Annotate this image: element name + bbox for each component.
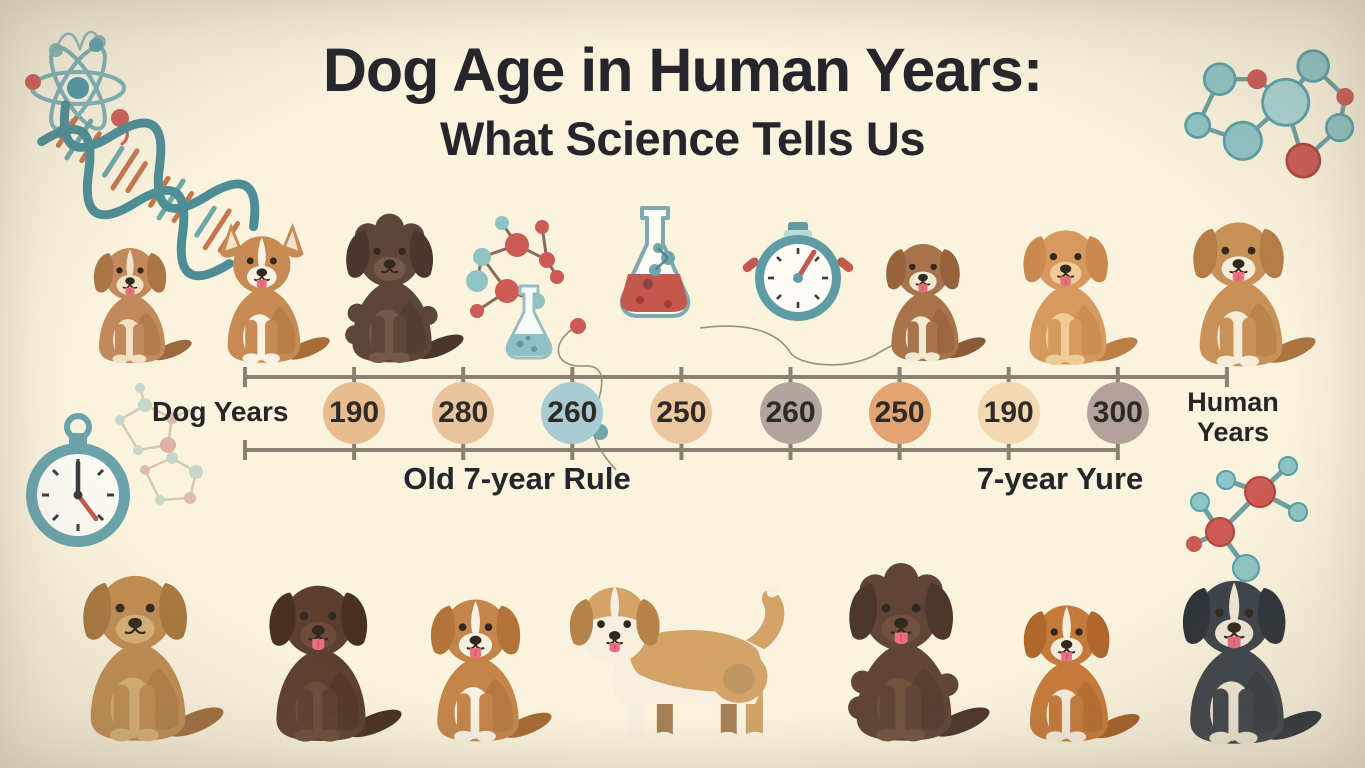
- tick-mark: [788, 440, 793, 460]
- tick-mark: [352, 367, 357, 387]
- tick-mark: [352, 440, 357, 460]
- tick-mark: [243, 367, 247, 387]
- tick-mark: [897, 440, 902, 460]
- tick-mark: [1115, 440, 1120, 460]
- jack-russell-illustration: [1023, 605, 1140, 743]
- tick-mark: [1006, 367, 1011, 387]
- small-flask-icon: [505, 284, 553, 360]
- dna-helix-icon: [37, 100, 260, 281]
- erlenmeyer-flask-icon: [619, 206, 691, 318]
- timeline-value-circle: 250: [650, 382, 713, 444]
- tick-mark: [1006, 440, 1011, 460]
- tick-mark: [570, 440, 575, 460]
- title-block: Dog Age in Human Years: What Science Tel…: [0, 40, 1365, 166]
- old-rule-label: Old 7-year Rule: [403, 461, 631, 496]
- golden-dog-illustration: [1193, 222, 1316, 367]
- corgi-puppy-illustration: [220, 223, 330, 364]
- molecule-network-icon: [1184, 49, 1355, 179]
- human-years-label: Human Years: [1187, 387, 1279, 447]
- dog-years-label: Dog Years: [152, 396, 289, 427]
- timeline-value-circle: 190: [323, 382, 386, 444]
- timeline-value-circle: 280: [432, 382, 495, 444]
- dark-shaggy-dog-illustration: [848, 562, 990, 742]
- timeline-value-circle: 260: [541, 382, 604, 444]
- standing-tan-white-dog-illustration: [569, 585, 785, 743]
- tick-mark: [897, 367, 902, 387]
- molecule-icon: [466, 216, 564, 318]
- timeline-value-circle: 300: [1086, 382, 1149, 444]
- border-collie-illustration: [1182, 580, 1322, 745]
- molecule-3d-icon: [1186, 456, 1308, 582]
- chocolate-labrador-illustration: [269, 585, 402, 742]
- tick-mark: [243, 440, 247, 460]
- tick-mark: [461, 367, 466, 387]
- faint-molecule-icon: [115, 383, 203, 505]
- stopwatch-icon: [742, 222, 854, 321]
- page-subtitle: What Science Tells Us: [440, 112, 925, 165]
- timeline-axis: [243, 367, 1229, 460]
- tick-mark: [1224, 367, 1229, 387]
- beagle-illustration: [430, 599, 552, 742]
- timeline-value-circle: 250: [868, 382, 931, 444]
- tan-white-puppy-illustration: [93, 248, 192, 364]
- timeline-value-circle: 260: [759, 382, 822, 444]
- brown-white-puppy-illustration: [886, 244, 986, 362]
- tick-mark: [679, 367, 684, 387]
- tick-mark: [679, 440, 684, 460]
- page-title: Dog Age in Human Years:: [322, 36, 1043, 104]
- new-rule-label: 7-year Yure: [976, 461, 1144, 496]
- timeline-value-circle: 190: [977, 382, 1040, 444]
- tick-mark: [570, 367, 575, 387]
- connector-squiggle-icon: [557, 318, 949, 471]
- pocket-watch-icon: [26, 413, 130, 547]
- fluffy-brown-puppy-illustration: [345, 213, 464, 363]
- tick-mark: [461, 440, 466, 460]
- golden-retriever-puppy-illustration: [1023, 230, 1138, 366]
- golden-retriever-illustration: [83, 575, 224, 742]
- tick-mark: [788, 367, 793, 387]
- tick-mark: [1115, 367, 1120, 387]
